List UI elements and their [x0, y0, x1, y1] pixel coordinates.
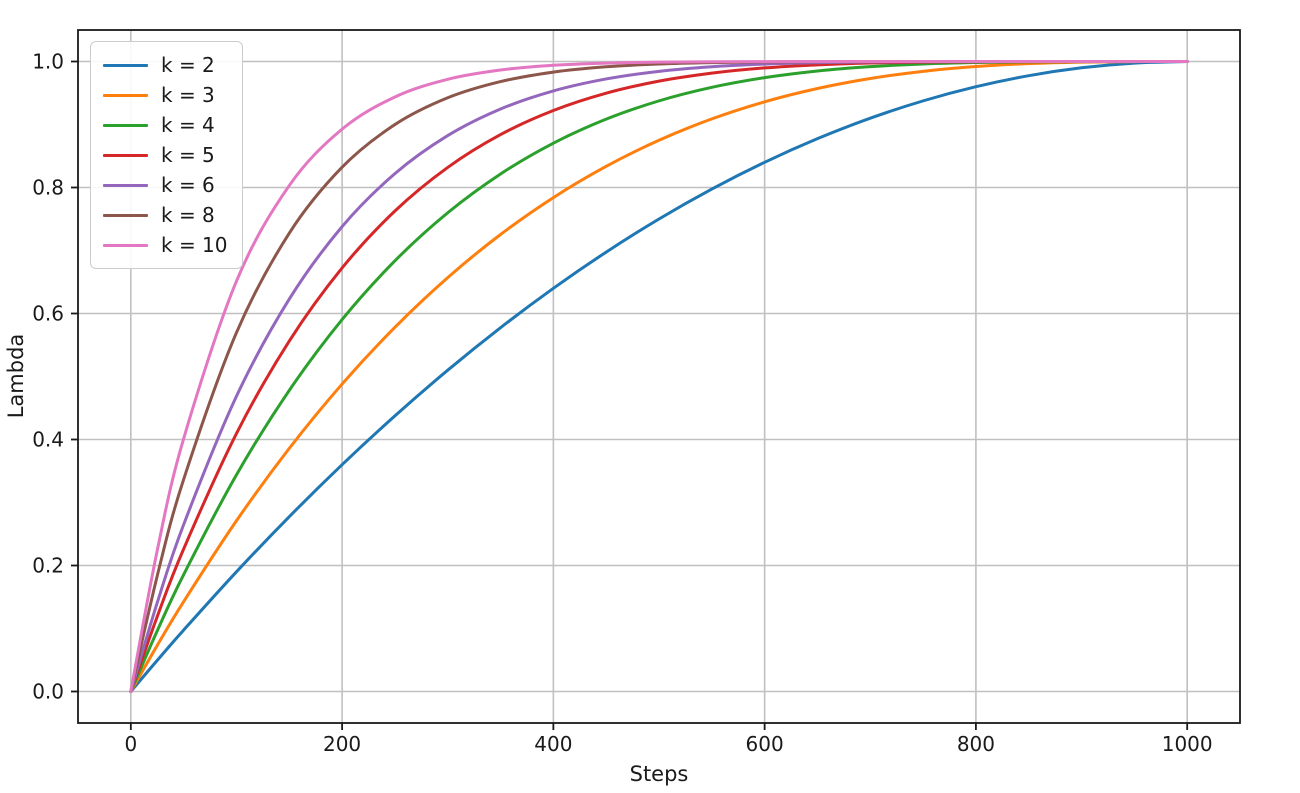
legend-item: k = 10	[103, 230, 228, 260]
legend-item: k = 8	[103, 200, 228, 230]
x-tick-label: 1000	[1162, 732, 1213, 756]
legend-swatch-line	[103, 123, 148, 127]
y-tick-label: 0.6	[32, 302, 64, 326]
legend-label: k = 3	[161, 83, 215, 107]
x-tick-label: 0	[124, 732, 137, 756]
curve-k10	[129, 59, 1189, 693]
x-tick-label: 400	[534, 732, 572, 756]
legend-item: k = 2	[103, 50, 228, 80]
legend-item: k = 6	[103, 170, 228, 200]
curve-k8	[129, 59, 1189, 693]
axes-spines	[77, 29, 1241, 724]
y-tick-label: 0.0	[32, 680, 64, 704]
legend-swatch-line	[103, 93, 148, 97]
curve-k5	[129, 59, 1189, 693]
x-axis-label: Steps	[629, 762, 689, 786]
curve-k3	[129, 59, 1189, 693]
x-tick-label: 800	[957, 732, 995, 756]
legend-label: k = 5	[161, 143, 215, 167]
y-tick-label: 1.0	[32, 50, 64, 74]
x-tick-label: 600	[746, 732, 784, 756]
curve-k4	[129, 59, 1189, 693]
x-tick-label: 200	[323, 732, 361, 756]
legend-label: k = 10	[161, 233, 228, 257]
legend-label: k = 2	[161, 53, 215, 77]
legend-swatch-line	[103, 183, 148, 187]
legend-item: k = 3	[103, 80, 228, 110]
legend-swatch-line	[103, 153, 148, 157]
legend-label: k = 6	[161, 173, 215, 197]
curve-k2	[129, 60, 1189, 693]
legend-label: k = 4	[161, 113, 215, 137]
legend-label: k = 8	[161, 203, 215, 227]
legend-item: k = 4	[103, 110, 228, 140]
y-axis-label: Lambda	[4, 333, 28, 419]
legend-swatch-line	[103, 63, 148, 67]
legend-swatch-line	[103, 243, 148, 247]
legend: k = 2 k = 3 k = 4 k = 5 k = 6 k = 8 k = 10	[90, 41, 243, 269]
legend-swatch-line	[103, 213, 148, 217]
y-tick-label: 0.4	[32, 428, 64, 452]
legend-item: k = 5	[103, 140, 228, 170]
y-tick-label: 0.2	[32, 554, 64, 578]
y-tick-label: 0.8	[32, 176, 64, 200]
curve-k6	[129, 59, 1189, 693]
